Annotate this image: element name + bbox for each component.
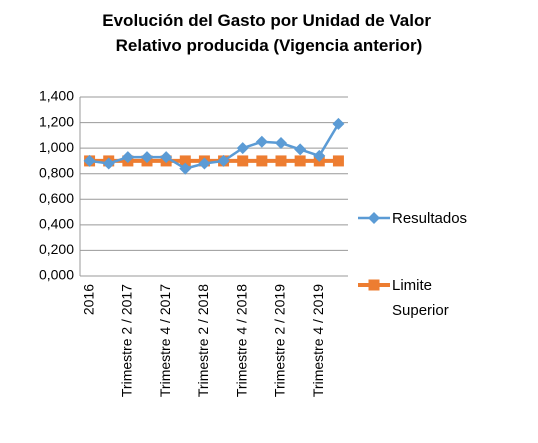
y-tick-label: 0,800 (39, 164, 74, 180)
x-tick-label: 2016 (80, 284, 96, 315)
chart-title: Evolución del Gasto por Unidad de Valor … (102, 11, 435, 55)
marker (275, 137, 287, 150)
x-tick-label: Trimestre 4 / 2017 (157, 284, 173, 397)
x-tick-label: Trimestre 4 / 2019 (310, 284, 326, 397)
x-tick-label: Trimestre 4 / 2018 (233, 284, 249, 397)
marker (141, 151, 153, 164)
marker (255, 135, 268, 148)
marker (83, 154, 96, 167)
y-tick-label: 1,000 (39, 139, 74, 155)
marker (179, 162, 192, 175)
x-tick-label: Trimestre 2 / 2018 (195, 284, 211, 397)
marker (368, 279, 380, 291)
title-line: Relativo producida (Vigencia anterior) (116, 36, 423, 55)
marker (160, 151, 173, 164)
marker (179, 155, 191, 167)
marker (236, 142, 249, 155)
x-tick-label: Trimestre 2 / 2019 (272, 284, 288, 397)
marker (332, 155, 344, 167)
marker (237, 155, 249, 167)
marker (121, 151, 134, 164)
marker (368, 212, 380, 224)
y-tick-label: 0,000 (39, 267, 74, 283)
marker (294, 155, 306, 167)
marker (102, 157, 115, 170)
y-tick-label: 1,200 (39, 113, 74, 129)
marker (198, 157, 211, 170)
y-tick-label: 0,200 (39, 241, 74, 257)
x-tick-label: Trimestre 2 / 2017 (119, 284, 135, 397)
marker (217, 154, 230, 167)
marker (256, 155, 268, 167)
marker (332, 117, 345, 130)
marker (313, 149, 326, 162)
marker (294, 143, 307, 156)
marker (275, 155, 287, 167)
title-line: Evolución del Gasto por Unidad de Valor (102, 11, 431, 30)
y-tick-label: 0,600 (39, 190, 74, 206)
y-tick-label: 0,400 (39, 216, 74, 232)
legend-label: Limite Superior (392, 276, 449, 319)
legend-label: Resultados (392, 209, 468, 227)
y-tick-label: 1,400 (39, 88, 74, 104)
